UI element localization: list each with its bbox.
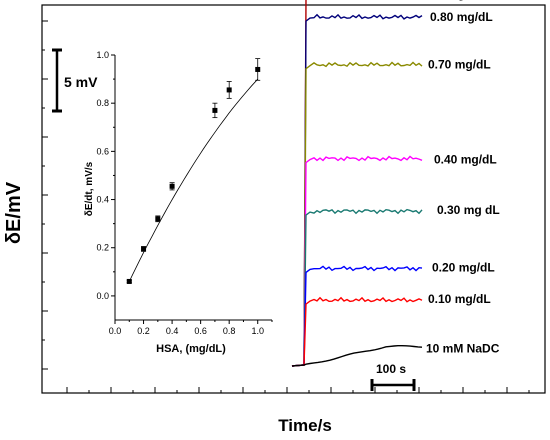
inset-y-label: δE/dt, mV/s: [84, 161, 95, 216]
inset-fit-curve: [128, 78, 258, 282]
inset-x-tick-label: 0.0: [109, 326, 122, 336]
trace-line: [291, 0, 307, 367]
inset-x-tick-label: 0.4: [166, 326, 179, 336]
inset-y-tick-label: 0.2: [96, 243, 109, 253]
trace-labels: 1.0 mg/dL 0.80 mg/dL 0.70 mg/dL 0.40 mg/dL 0…: [426, 0, 500, 356]
inset-point: [226, 87, 232, 93]
inset-x-tick-label: 0.8: [223, 326, 236, 336]
inset-point: [212, 107, 218, 113]
inset-x-tick-label: 0.6: [194, 326, 207, 336]
inset-y-tick-label: 0.4: [96, 195, 109, 205]
trace-label: 0.20 mg/dL: [432, 260, 495, 274]
trace-label: 0.80 mg/dL: [430, 10, 493, 24]
inset-x-label: HSA, (mg/dL): [156, 343, 226, 355]
inset-point: [126, 278, 132, 284]
main-frame-rect: [41, 4, 546, 394]
scale-bar-label: 5 mV: [64, 74, 98, 90]
y-axis-label: δE/mV: [3, 181, 25, 244]
inset-point: [155, 216, 161, 222]
inset-points: [126, 58, 261, 284]
scale-bar-5mv: [52, 48, 62, 113]
trace-label: 0.40 mg/dL: [434, 153, 497, 167]
trace-label: 0.70 mg/dL: [428, 58, 491, 72]
trace-line: [291, 345, 423, 367]
main-plot-frame: [41, 4, 546, 394]
trace-line: [291, 208, 423, 367]
trace-line: [291, 61, 423, 367]
inset-y-tick-label: 0.8: [96, 98, 109, 108]
inset-x-tick-label: 0.2: [137, 326, 150, 336]
inset-frame: [114, 55, 272, 321]
x-axis-label: Time/s: [278, 416, 332, 435]
inset-x-tick-label: 1.0: [251, 326, 264, 336]
inset-point: [169, 183, 175, 189]
inset-point: [255, 66, 261, 72]
scale-bar-100s: [370, 379, 416, 391]
trace-label: 1.0 mg/dL: [427, 0, 483, 1]
trace-lines: [291, 0, 423, 367]
inset-y-tick-label: 1.0: [96, 50, 109, 60]
main-axis-ticks: [42, 20, 530, 393]
trace-label: 0.10 mg/dL: [428, 292, 491, 306]
time-bar-label: 100 s: [376, 362, 406, 376]
inset-y-tick-label: 0.0: [96, 291, 109, 301]
trace-line: [291, 155, 423, 367]
inset-point: [141, 246, 147, 252]
trace-line: [291, 296, 423, 367]
inset-ticks: 0.0 0.2 0.4 0.6 0.8 1.0 0.0 0.2 0.4 0.6 0.8 1.0: [96, 50, 273, 336]
trace-label: 10 mM NaDC: [426, 342, 500, 356]
trace-line: [291, 13, 423, 367]
trace-label: 0.30 mg dL: [437, 203, 500, 217]
inset-y-tick-label: 0.6: [96, 146, 109, 156]
trace-line: [291, 265, 423, 367]
inset-plot: 0.0 0.2 0.4 0.6 0.8 1.0 0.0 0.2 0.4 0.6 0.8 1.0: [96, 50, 273, 336]
